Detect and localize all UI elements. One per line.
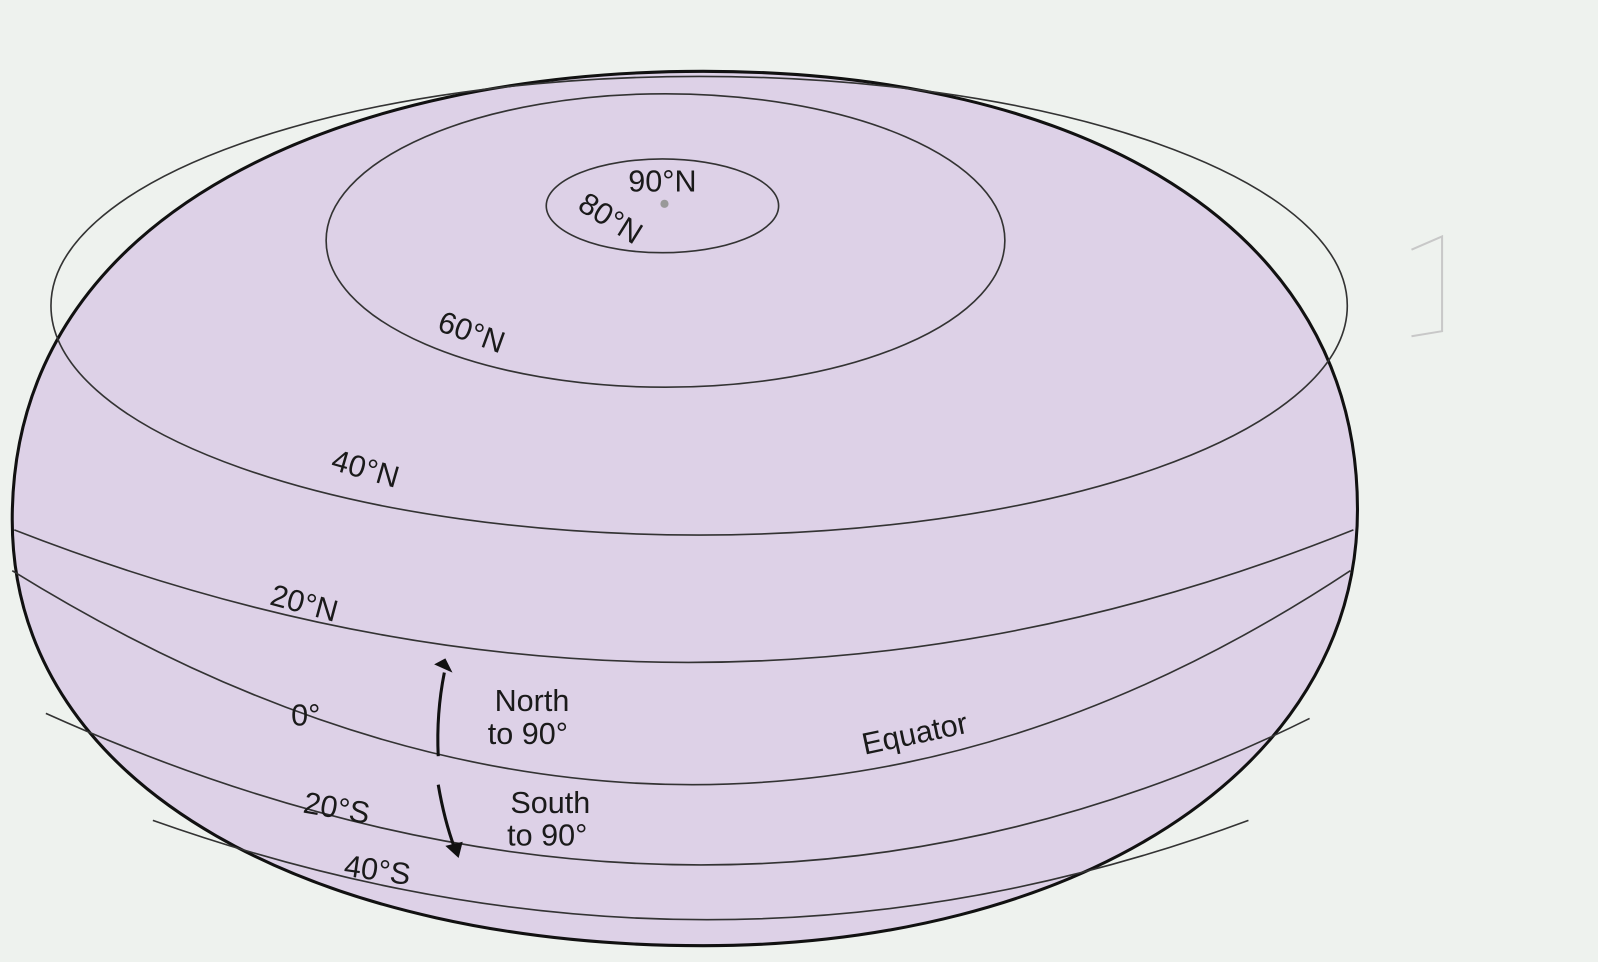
label-0: 0° bbox=[291, 699, 320, 733]
globe-diagram: 90°N 80°N 60°N 40°N 20°N 0° Equator 20°S… bbox=[0, 0, 1598, 962]
label-90n: 90°N bbox=[628, 165, 696, 199]
south-arrow-label: to 90° bbox=[507, 819, 587, 853]
south-arrow-label: South bbox=[510, 786, 590, 820]
north-pole bbox=[660, 200, 668, 208]
globe-outline bbox=[12, 71, 1357, 945]
north-arrow-label: to 90° bbox=[488, 717, 568, 751]
north-arrow-label: North bbox=[495, 684, 570, 718]
